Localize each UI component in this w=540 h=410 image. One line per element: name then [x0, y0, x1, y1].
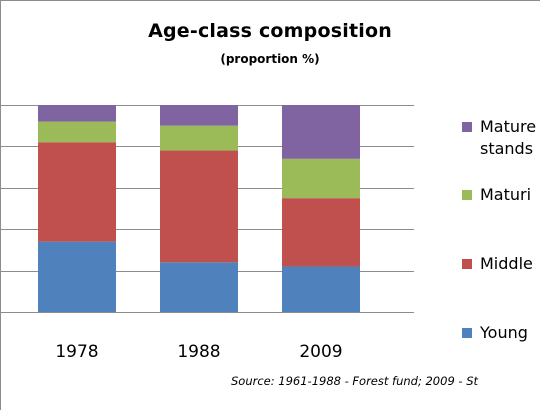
legend-label-stands: stands [480, 139, 534, 158]
bar-segment-1988-middle [160, 150, 238, 263]
bar-segment-1978-young [38, 241, 116, 312]
legend-label-young: Young [480, 323, 528, 342]
chart-title: Age-class composition [148, 20, 392, 42]
chart-subtitle: (proportion %) [220, 52, 320, 66]
legend-label-middle: Middle [480, 254, 533, 273]
legend-label-mature: Mature [480, 117, 537, 136]
legend-swatch-middle [462, 259, 472, 269]
bar-segment-1988-maturi [160, 125, 238, 151]
legend-swatch-young [462, 328, 472, 338]
legend-swatch-mature-stands [462, 122, 472, 132]
bar-segment-1978-maturi [38, 121, 116, 143]
source-note: Source: 1961-1988 - Forest fund; 2009 - … [231, 374, 479, 388]
x-tick-label-1978: 1978 [55, 342, 98, 362]
bar-segment-1978-middle [38, 142, 116, 242]
legend: Mature stands Maturi Middle Young [462, 0, 540, 410]
x-tick-label-2009: 2009 [299, 342, 342, 362]
legend-swatch-maturi [462, 190, 472, 200]
x-tick-label-1988: 1988 [177, 342, 220, 362]
bar-segment-1988-mature-stands [160, 105, 238, 126]
bar-segment-2009-mature-stands [282, 105, 360, 159]
bar-segment-2009-maturi [282, 158, 360, 199]
bar-segment-2009-middle [282, 198, 360, 267]
bar-segment-1978-mature-stands [38, 105, 116, 122]
bar-segment-1988-young [160, 262, 238, 312]
bar-segment-2009-young [282, 266, 360, 312]
legend-label-maturi: Maturi [480, 185, 532, 204]
